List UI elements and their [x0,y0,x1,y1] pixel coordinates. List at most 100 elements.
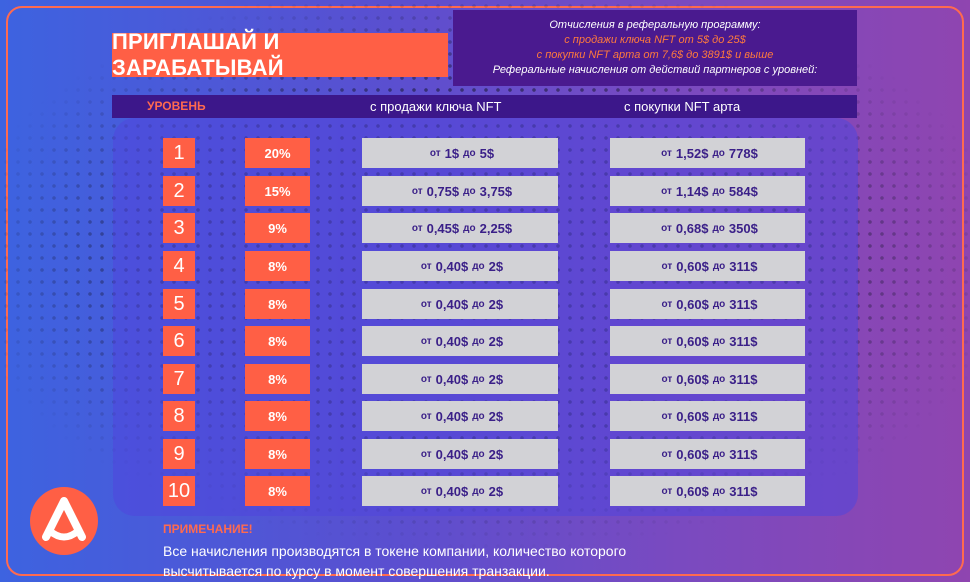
key-to: 2$ [488,408,504,424]
key-from: 0,40$ [435,408,469,424]
level-number: 8 [163,401,195,431]
page-title: ПРИГЛАШАЙ И ЗАРАБАТЫВАЙ [112,29,448,80]
art-range: от 1,52$ до 778$ [610,138,805,168]
level-percent: 8% [245,289,310,319]
to-label: до [472,298,485,310]
to-label: до [712,185,725,197]
to-label: до [712,260,726,272]
key-range: от 0,40$ до 2$ [362,364,558,394]
from-label: от [661,222,672,234]
key-range: от 0,40$ до 2$ [362,401,558,431]
table-row: 1 20% от 1$ до 5$ от 1,52$ до 778$ [0,138,970,168]
table-row: 9 8% от 0,40$ до 2$ от 0,60$ до 311$ [0,439,970,469]
to-label: до [712,298,726,310]
art-from: 0,60$ [676,446,709,462]
art-range: от 0,60$ до 311$ [610,439,805,469]
to-label: до [712,448,726,460]
art-from: 0,60$ [676,371,709,387]
from-label: от [661,260,673,272]
table-header: УРОВЕНЬ с продажи ключа NFT с покупки NF… [112,95,857,118]
key-range: от 0,45$ до 2,25$ [362,213,558,243]
level-percent: 8% [245,439,310,469]
key-to: 3,75$ [479,183,513,199]
art-range: от 0,60$ до 311$ [610,326,805,356]
from-label: от [661,448,673,460]
art-from: 0,68$ [675,220,709,236]
key-range: от 1$ до 5$ [362,138,558,168]
art-range: от 1,14$ до 584$ [610,176,805,206]
key-to: 2$ [488,446,504,462]
from-label: от [420,260,432,272]
key-from: 0,45$ [426,220,460,236]
key-range: от 0,40$ до 2$ [362,476,558,506]
from-label: от [661,410,673,422]
info-line-1: Отчисления в реферальную программу: [549,19,761,31]
art-range: от 0,68$ до 350$ [610,213,805,243]
from-label: от [411,185,423,197]
from-label: от [661,373,673,385]
level-number: 5 [163,289,195,319]
table-row: 4 8% от 0,40$ до 2$ от 0,60$ до 311$ [0,251,970,281]
level-percent: 20% [245,138,310,168]
key-range: от 0,40$ до 2$ [362,289,558,319]
art-from: 0,60$ [676,483,709,499]
key-from: 0,40$ [435,333,469,349]
key-range: от 0,75$ до 3,75$ [362,176,558,206]
table-row: 7 8% от 0,40$ до 2$ от 0,60$ до 311$ [0,364,970,394]
art-range: от 0,60$ до 311$ [610,251,805,281]
table-row: 8 8% от 0,40$ до 2$ от 0,60$ до 311$ [0,401,970,431]
art-to: 584$ [728,183,758,199]
to-label: до [463,185,476,197]
key-to: 2,25$ [479,220,513,236]
art-range: от 0,60$ до 311$ [610,289,805,319]
from-label: от [420,335,432,347]
from-label: от [420,373,432,385]
from-label: от [661,485,673,497]
table-row: 6 8% от 0,40$ до 2$ от 0,60$ до 311$ [0,326,970,356]
art-range: от 0,60$ до 311$ [610,364,805,394]
note-title: ПРИМЕЧАНИЕ! [163,522,253,536]
level-number: 2 [163,176,195,206]
key-to: 2$ [488,296,504,312]
level-number: 9 [163,439,195,469]
art-from: 0,60$ [676,333,709,349]
art-range: от 0,60$ до 311$ [610,401,805,431]
from-label: от [411,222,423,234]
from-label: от [429,147,441,159]
header-key: с продажи ключа NFT [370,99,502,114]
from-label: от [420,448,432,460]
key-to: 2$ [488,371,504,387]
from-label: от [661,147,672,159]
key-from: 0,40$ [435,258,469,274]
note-line-2: высчитывается по курсу в момент совершен… [163,563,550,579]
key-from: 0,40$ [435,296,469,312]
to-label: до [472,373,485,385]
from-label: от [420,485,432,497]
to-label: до [712,410,726,422]
art-from: 1,14$ [675,183,709,199]
art-to: 311$ [729,333,758,349]
table-row: 5 8% от 0,40$ до 2$ от 0,60$ до 311$ [0,289,970,319]
art-to: 311$ [729,483,758,499]
key-to: 2$ [488,483,504,499]
key-to: 5$ [479,145,495,161]
from-label: от [420,410,432,422]
art-to: 311$ [729,446,758,462]
to-label: до [463,147,476,159]
from-label: от [661,185,672,197]
to-label: до [472,448,485,460]
level-number: 1 [163,138,195,168]
level-percent: 8% [245,476,310,506]
art-range: от 0,60$ до 311$ [610,476,805,506]
art-from: 0,60$ [676,408,709,424]
level-percent: 9% [245,213,310,243]
info-line-3: с покупки NFT арта от 7,6$ до 3891$ и вы… [536,49,774,61]
to-label: до [472,485,485,497]
key-to: 2$ [488,333,504,349]
table-row: 10 8% от 0,40$ до 2$ от 0,60$ до 311$ [0,476,970,506]
key-from: 0,40$ [435,371,469,387]
level-percent: 8% [245,326,310,356]
to-label: до [472,260,485,272]
from-label: от [661,298,673,310]
to-label: до [463,222,476,234]
